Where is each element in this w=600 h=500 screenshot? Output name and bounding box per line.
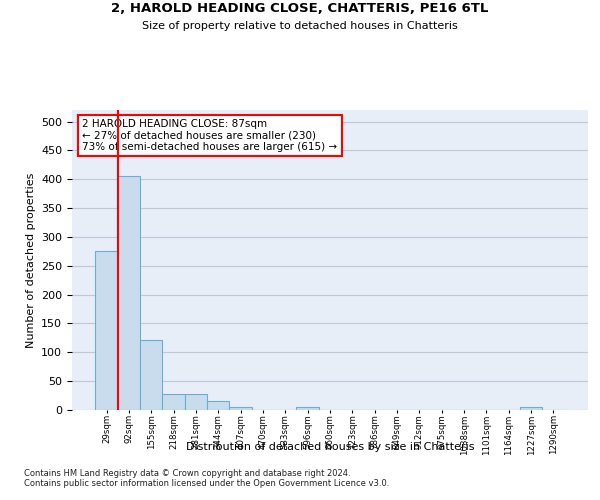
Bar xyxy=(296,407,319,410)
Text: Distribution of detached houses by size in Chatteris: Distribution of detached houses by size … xyxy=(186,442,474,452)
Bar xyxy=(207,402,229,410)
Y-axis label: Number of detached properties: Number of detached properties xyxy=(26,172,35,348)
Bar xyxy=(229,407,252,410)
Text: Contains HM Land Registry data © Crown copyright and database right 2024.: Contains HM Land Registry data © Crown c… xyxy=(24,469,350,478)
Text: 2, HAROLD HEADING CLOSE, CHATTERIS, PE16 6TL: 2, HAROLD HEADING CLOSE, CHATTERIS, PE16… xyxy=(112,2,488,16)
Bar xyxy=(118,176,140,410)
Text: 2 HAROLD HEADING CLOSE: 87sqm
← 27% of detached houses are smaller (230)
73% of : 2 HAROLD HEADING CLOSE: 87sqm ← 27% of d… xyxy=(82,119,337,152)
Bar xyxy=(520,407,542,410)
Text: Size of property relative to detached houses in Chatteris: Size of property relative to detached ho… xyxy=(142,21,458,31)
Bar xyxy=(95,252,118,410)
Bar xyxy=(163,394,185,410)
Text: Contains public sector information licensed under the Open Government Licence v3: Contains public sector information licen… xyxy=(24,479,389,488)
Bar xyxy=(140,340,163,410)
Bar xyxy=(185,394,207,410)
